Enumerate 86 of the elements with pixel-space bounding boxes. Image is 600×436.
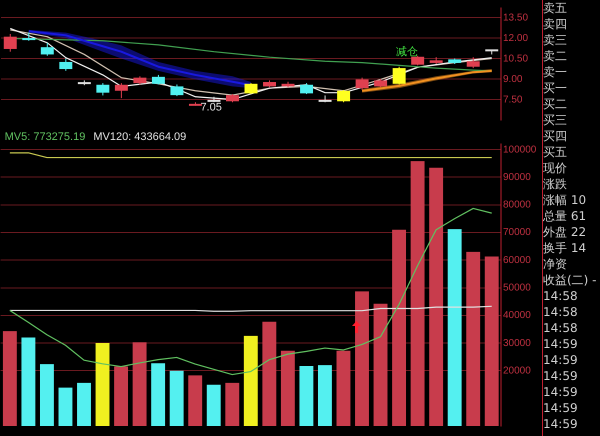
- text: 卖三: [543, 32, 568, 48]
- bar: [225, 382, 240, 426]
- bar: [114, 366, 128, 426]
- text: MV5: 773275.19: [4, 131, 86, 144]
- bar: [262, 322, 276, 426]
- candlestick: [300, 82, 314, 95]
- text: 14:59: [543, 416, 579, 432]
- text: MV120: 433664.09: [93, 131, 186, 144]
- text: 买三: [543, 112, 568, 128]
- text: 涨幅 10: [543, 192, 588, 208]
- bar: [2, 331, 17, 426]
- text: 买四: [543, 128, 568, 144]
- bar: [299, 366, 314, 426]
- bar: [206, 384, 221, 426]
- y-tick-label: 60000: [503, 254, 532, 266]
- candlestick: [96, 82, 110, 96]
- y-tick-label: 90000: [503, 172, 532, 183]
- bar: [188, 375, 202, 426]
- bar: [484, 256, 499, 426]
- candlestick: [152, 74, 165, 85]
- y-tick-label: 40000: [503, 310, 532, 322]
- y-tick-label: 70000: [503, 227, 532, 238]
- text: 14:58: [543, 304, 579, 320]
- bar: [429, 168, 444, 426]
- candlestick: [337, 89, 350, 103]
- bar: [244, 336, 258, 426]
- y-tick-label: 12.00: [503, 32, 528, 44]
- text: 现价: [543, 160, 568, 176]
- y-tick-label: 100000: [503, 144, 537, 156]
- bar: [374, 304, 388, 426]
- text: 14:59: [543, 384, 579, 400]
- bar: [77, 382, 91, 426]
- bar: [40, 364, 54, 426]
- text: 买五: [543, 144, 568, 160]
- y-tick-label: 30000: [503, 338, 532, 349]
- y-tick-label: 20000: [503, 365, 532, 376]
- bar: [151, 363, 166, 426]
- text: 14:59: [543, 400, 579, 416]
- text: 外盘 22: [543, 224, 588, 240]
- text: 买一: [543, 80, 568, 96]
- candlestick: [40, 42, 54, 56]
- text: 净资: [543, 256, 568, 272]
- text: 14:59: [543, 336, 579, 352]
- annotation: 7.05: [200, 102, 222, 114]
- text: 总量 61: [543, 208, 588, 224]
- bar: [132, 342, 147, 426]
- bar: [448, 229, 462, 426]
- bar: [355, 291, 369, 426]
- bar: [21, 338, 36, 426]
- text: 14:59: [543, 368, 579, 384]
- candlestick: [170, 84, 184, 97]
- bar: [336, 350, 350, 426]
- candlestick: [466, 56, 480, 69]
- candlestick: [244, 82, 258, 95]
- annotation: 减仓: [396, 45, 418, 58]
- y-tick-label: 7.50: [503, 94, 523, 106]
- bar: [58, 388, 72, 426]
- text: 卖四: [543, 16, 568, 32]
- y-tick-label: 9.00: [503, 74, 523, 85]
- text: 收益(二) -: [543, 272, 598, 288]
- bar: [280, 350, 295, 426]
- candlestick: [411, 55, 424, 66]
- text: 换手 14: [543, 240, 588, 256]
- bar: [318, 365, 332, 426]
- y-tick-label: 13.50: [503, 12, 528, 24]
- text: 卖一: [543, 64, 568, 80]
- y-tick-label: 10.50: [503, 53, 528, 64]
- text: 14:58: [543, 320, 579, 336]
- y-tick-label: 50000: [503, 282, 532, 294]
- text: 卖二: [543, 48, 568, 64]
- text: 14:59: [543, 352, 579, 368]
- bar: [466, 252, 480, 426]
- candlestick: [59, 58, 72, 72]
- bar: [170, 370, 184, 426]
- candlestick: [114, 82, 128, 99]
- bar: [410, 161, 425, 426]
- text: 买二: [543, 96, 568, 112]
- candlestick: [356, 77, 369, 90]
- text: 涨跌: [543, 176, 568, 192]
- candlestick: [4, 33, 17, 52]
- text: 14:58: [543, 288, 579, 304]
- bar: [392, 230, 406, 426]
- bar: [96, 343, 110, 426]
- text: 卖五: [543, 0, 568, 16]
- y-tick-label: 80000: [503, 200, 532, 211]
- candlestick: [392, 66, 406, 85]
